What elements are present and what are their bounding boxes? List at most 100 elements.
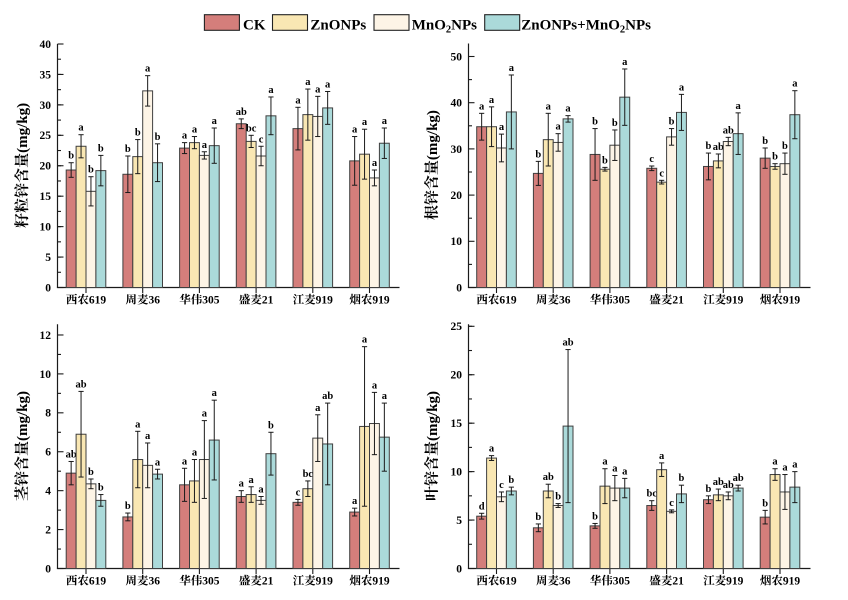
svg-text:(mg/kg): (mg/kg) — [425, 110, 441, 160]
svg-text:0: 0 — [45, 282, 51, 294]
svg-text:b: b — [68, 151, 74, 162]
svg-text:b: b — [762, 136, 768, 147]
svg-text:35: 35 — [40, 69, 52, 81]
svg-text:a: a — [212, 116, 218, 127]
svg-text:20: 20 — [451, 190, 463, 202]
svg-text:40: 40 — [40, 39, 52, 51]
svg-text:36: 36 — [148, 295, 160, 307]
svg-text:a: a — [182, 131, 188, 142]
svg-text:a: a — [602, 457, 608, 468]
svg-text:919: 919 — [726, 576, 744, 588]
svg-text:a: a — [295, 95, 301, 106]
svg-text:ab: ab — [66, 449, 77, 460]
svg-text:305: 305 — [613, 576, 631, 588]
svg-text:a: a — [782, 463, 788, 474]
svg-text:12: 12 — [40, 330, 52, 342]
svg-text:ab: ab — [723, 125, 734, 136]
svg-text:b: b — [782, 141, 788, 152]
svg-text:5: 5 — [45, 252, 51, 264]
svg-text:c: c — [659, 168, 664, 179]
svg-text:8: 8 — [45, 408, 51, 420]
svg-text:b: b — [155, 132, 161, 143]
svg-text:a: a — [792, 79, 798, 90]
svg-text:a: a — [192, 125, 198, 136]
svg-text:(mg/kg): (mg/kg) — [425, 391, 441, 441]
svg-text:619: 619 — [499, 295, 517, 307]
svg-text:15: 15 — [40, 191, 52, 203]
svg-text:CK: CK — [243, 17, 266, 33]
svg-text:ab: ab — [543, 472, 554, 483]
svg-text:a: a — [268, 85, 274, 96]
svg-text:25: 25 — [451, 321, 463, 333]
svg-text:b: b — [772, 152, 778, 163]
svg-text:a: a — [556, 122, 562, 133]
svg-text:b: b — [98, 483, 104, 494]
svg-text:619: 619 — [89, 576, 107, 588]
svg-text:a: a — [489, 95, 495, 106]
svg-text:0: 0 — [45, 563, 51, 575]
svg-text:a: a — [489, 444, 495, 455]
svg-text:ab: ab — [713, 477, 724, 488]
svg-text:a: a — [792, 460, 798, 471]
svg-text:21: 21 — [262, 295, 274, 307]
svg-text:21: 21 — [672, 576, 684, 588]
svg-text:c: c — [296, 487, 301, 498]
svg-text:b: b — [125, 144, 131, 155]
svg-text:a: a — [382, 116, 388, 127]
svg-text:a: a — [145, 431, 151, 442]
svg-text:5: 5 — [456, 515, 462, 527]
svg-text:a: a — [315, 403, 321, 414]
svg-text:MnO2NPs: MnO2NPs — [412, 17, 477, 35]
svg-text:50: 50 — [451, 51, 463, 63]
svg-text:15: 15 — [451, 418, 463, 430]
svg-text:10: 10 — [451, 236, 463, 248]
svg-text:a: a — [479, 101, 485, 112]
svg-text:4: 4 — [45, 486, 51, 498]
svg-text:b: b — [592, 117, 598, 128]
svg-text:a: a — [325, 79, 331, 90]
svg-text:919: 919 — [783, 576, 801, 588]
svg-text:a: a — [202, 140, 208, 151]
svg-text:ab: ab — [76, 379, 87, 390]
svg-text:ab: ab — [322, 391, 333, 402]
svg-text:20: 20 — [451, 370, 463, 382]
svg-text:b: b — [669, 117, 675, 128]
svg-text:25: 25 — [40, 130, 52, 142]
svg-text:305: 305 — [202, 295, 220, 307]
svg-text:bc: bc — [246, 123, 257, 134]
svg-text:b: b — [706, 484, 712, 495]
svg-text:21: 21 — [672, 295, 684, 307]
svg-text:a: a — [372, 158, 378, 169]
svg-text:a: a — [546, 101, 552, 112]
svg-text:a: a — [565, 104, 571, 115]
svg-text:919: 919 — [372, 576, 390, 588]
svg-text:b: b — [555, 492, 561, 503]
svg-text:c: c — [259, 134, 264, 145]
svg-text:a: a — [202, 409, 208, 420]
svg-text:b: b — [125, 501, 131, 512]
svg-text:30: 30 — [451, 144, 463, 156]
svg-text:b: b — [98, 143, 104, 154]
svg-text:a: a — [509, 63, 515, 74]
svg-text:a: a — [362, 117, 368, 128]
svg-text:a: a — [362, 335, 368, 346]
svg-text:a: a — [679, 82, 685, 93]
svg-text:bc: bc — [303, 469, 314, 480]
svg-text:10: 10 — [451, 467, 463, 479]
svg-text:b: b — [535, 512, 541, 523]
svg-text:21: 21 — [262, 576, 274, 588]
svg-text:b: b — [535, 149, 541, 160]
svg-text:b: b — [135, 128, 141, 139]
svg-text:b: b — [679, 473, 685, 484]
svg-text:b: b — [612, 118, 618, 129]
svg-text:36: 36 — [559, 576, 571, 588]
svg-text:a: a — [372, 380, 378, 391]
svg-text:0: 0 — [456, 563, 462, 575]
svg-text:619: 619 — [499, 576, 517, 588]
svg-text:b: b — [706, 141, 712, 152]
svg-text:b: b — [508, 475, 514, 486]
svg-text:b: b — [762, 498, 768, 509]
svg-text:305: 305 — [202, 576, 220, 588]
svg-text:a: a — [622, 466, 628, 477]
svg-text:b: b — [602, 155, 608, 166]
